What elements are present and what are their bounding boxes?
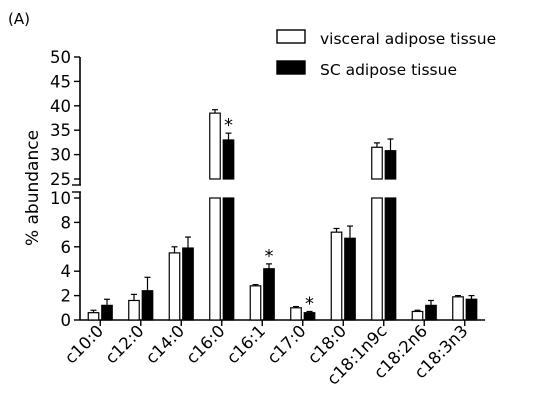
y-tick-label: 35 <box>50 121 71 140</box>
y-axis-label: % abundance <box>23 130 43 246</box>
legend-swatch-visceral <box>276 29 306 44</box>
bar <box>425 304 437 321</box>
bar <box>87 312 100 321</box>
y-tick-label: 10 <box>50 189 71 208</box>
legend-label-sc: SC adipose tissue <box>320 61 457 79</box>
y-tick-label: 40 <box>50 97 71 116</box>
bar-upper-segment <box>209 112 221 180</box>
significance-marker: * <box>224 115 233 136</box>
y-tick-label: 0 <box>61 311 72 330</box>
y-tick-label: 50 <box>50 48 71 67</box>
bar-lower-segment <box>222 197 235 321</box>
y-tick-label: 8 <box>61 213 72 232</box>
significance-marker: * <box>305 293 314 314</box>
bar <box>128 299 140 321</box>
legend: visceral adipose tissue SC adipose tissu… <box>276 29 496 79</box>
bar <box>249 285 262 321</box>
y-tick-label: 2 <box>61 287 72 306</box>
bar <box>182 247 194 321</box>
x-tick-label: c16:1 <box>223 321 269 367</box>
y-tick-label: 30 <box>50 146 71 165</box>
bar <box>141 290 154 321</box>
bar <box>452 296 464 321</box>
bar-upper-segment <box>384 150 397 180</box>
bar-upper-segment <box>371 146 383 180</box>
legend-label-visceral: visceral adipose tissue <box>320 30 496 48</box>
panel-label: (A) <box>8 10 30 28</box>
bar <box>465 298 478 321</box>
bar <box>290 307 302 321</box>
significance-marker: * <box>265 246 274 267</box>
bar-lower-segment <box>384 197 397 321</box>
bar <box>168 252 181 321</box>
y-tick-label: 4 <box>61 262 72 281</box>
bar <box>330 231 343 321</box>
y-tick-label: 6 <box>61 238 72 257</box>
bar <box>411 310 424 321</box>
x-tick-label: c14:0 <box>142 321 188 367</box>
x-tick-label: c12:0 <box>102 321 148 367</box>
x-tick-label: c16:0 <box>183 321 229 367</box>
bar-lower-segment <box>209 197 221 321</box>
bar <box>344 237 356 321</box>
plot-area: 0246810253035404550c10:0c12:0c14:0c16:0c… <box>50 48 485 389</box>
bar-lower-segment <box>371 197 383 321</box>
x-tick-label: c17:0 <box>264 321 310 367</box>
y-tick-label: 45 <box>50 72 71 91</box>
y-tick-label: 25 <box>50 170 71 189</box>
bar-upper-segment <box>222 139 235 180</box>
bar <box>101 304 113 321</box>
bar <box>263 268 275 321</box>
legend-swatch-sc <box>276 60 306 75</box>
